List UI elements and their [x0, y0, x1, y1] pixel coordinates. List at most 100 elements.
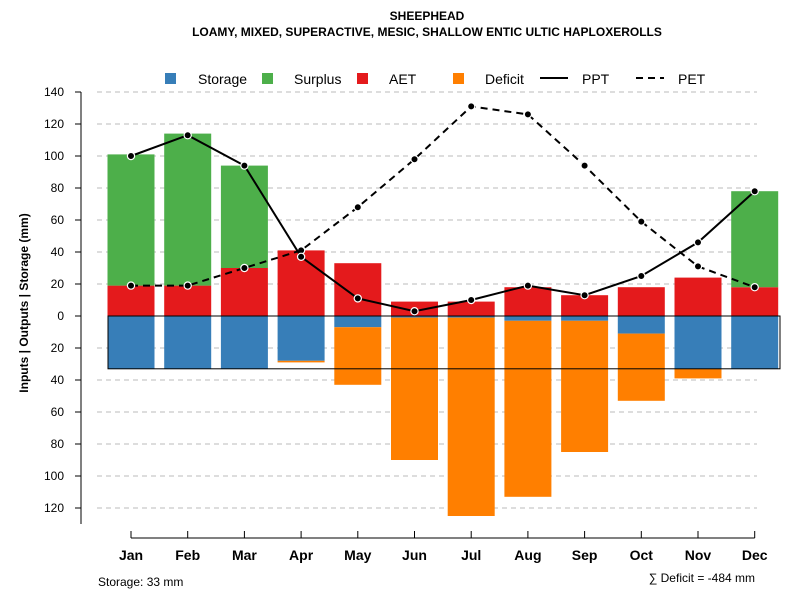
legend-storage-swatch [165, 73, 176, 84]
y-tick-label: 60 [51, 213, 65, 227]
deficit-bar-jun [391, 317, 438, 460]
ppt-point-mar [240, 161, 249, 170]
ppt-point-sep [580, 291, 589, 300]
surplus-bar-feb [164, 133, 212, 286]
deficit-bar-jul [447, 317, 495, 516]
ppt-point-may [353, 294, 362, 303]
legend-ppt-label: PPT [582, 71, 610, 87]
pet-point-sep [580, 161, 589, 170]
y-tick-label: 20 [51, 277, 65, 291]
x-tick-label-jan: Jan [119, 547, 143, 563]
legend: Storage Surplus AET Deficit PPT PET [165, 71, 706, 87]
y-tick-label: 20 [51, 341, 65, 355]
ppt-line [130, 134, 756, 313]
y-tick-label: 100 [44, 469, 64, 483]
legend-surplus-swatch [262, 73, 273, 84]
pet-point-oct [637, 217, 646, 226]
x-tick-label-nov: Nov [685, 547, 712, 563]
storage-bar-aug [504, 316, 552, 321]
legend-surplus-label: Surplus [294, 71, 341, 87]
pet-point-dec [750, 283, 759, 292]
storage-bar-feb [164, 316, 212, 369]
storage-note: Storage: 33 mm [98, 575, 183, 589]
y-tick-label: 120 [44, 501, 64, 515]
y-axis-title: Inputs | Outputs | Storage (mm) [17, 213, 31, 392]
aet-bar-feb [164, 285, 212, 316]
deficit-bar-sep [561, 320, 609, 452]
ppt-point-jul [467, 295, 476, 305]
ppt-point-jan [126, 151, 136, 161]
storage-bar-oct [617, 316, 665, 334]
aet-bar-mar [220, 268, 268, 316]
aet-bar-oct [617, 287, 665, 316]
x-tick-label-sep: Sep [572, 547, 598, 563]
aet-bar-aug [504, 287, 552, 316]
aet-bar-jul [447, 301, 495, 316]
storage-bar-dec [731, 316, 779, 369]
chart-subtitle: LOAMY, MIXED, SUPERACTIVE, MESIC, SHALLO… [192, 25, 662, 39]
y-tick-label: 80 [51, 437, 65, 451]
pet-point-mar [240, 263, 249, 273]
deficit-bar-aug [504, 320, 552, 497]
ppt-point-apr [296, 252, 306, 261]
ppt-point-dec [750, 186, 759, 196]
y-tick-label: 100 [44, 149, 64, 163]
legend-pet-label: PET [678, 71, 706, 87]
storage-bar-jan [107, 316, 155, 369]
ppt-point-nov [693, 238, 703, 247]
x-tick-label-apr: Apr [289, 547, 314, 563]
x-tick-label-jun: Jun [402, 547, 427, 563]
deficit-bar-apr [277, 360, 325, 363]
x-tick-label-jul: Jul [461, 547, 481, 563]
legend-deficit-swatch [453, 73, 464, 84]
surplus-bar-dec [731, 191, 779, 288]
chart-title: SHEEPHEAD [390, 9, 465, 23]
storage-capacity-box [107, 315, 781, 370]
storage-bar-apr [277, 316, 325, 361]
ppt-point-jun [410, 307, 419, 316]
storage-bar-nov [674, 316, 722, 369]
storage-bar-jul [447, 316, 495, 318]
legend-aet-label: AET [389, 71, 417, 87]
deficit-bar-oct [617, 333, 665, 401]
storage-bar-mar [220, 316, 268, 369]
aet-bar-dec [731, 287, 779, 316]
y-tick-label: 60 [51, 405, 65, 419]
x-tick-label-may: May [344, 547, 371, 563]
x-tick-label-mar: Mar [232, 547, 257, 563]
x-tick-label-dec: Dec [742, 547, 768, 563]
ppt-point-aug [523, 281, 533, 290]
y-tick-label: 120 [44, 117, 64, 131]
series-lines [126, 102, 759, 316]
pet-point-jan [126, 281, 136, 290]
x-tick-label-oct: Oct [630, 547, 654, 563]
ppt-point-feb [183, 130, 192, 140]
legend-deficit-label: Deficit [485, 71, 524, 87]
x-tick-label-aug: Aug [514, 547, 541, 563]
deficit-bar-nov [674, 368, 722, 379]
aet-bar-sep [561, 295, 609, 316]
pet-point-nov [693, 262, 703, 271]
surplus-bar-jan [107, 154, 155, 286]
aet-bar-may [334, 263, 382, 316]
storage-bar-sep [561, 316, 609, 321]
y-tick-label: 40 [51, 373, 65, 387]
pet-point-feb [183, 281, 192, 290]
y-tick-label: 40 [51, 245, 65, 259]
y-tick-label: 0 [57, 309, 64, 323]
pet-point-may [353, 202, 362, 212]
bars [107, 133, 779, 516]
y-tick-label: 80 [51, 181, 65, 195]
pet-point-aug [523, 110, 533, 119]
y-tick-label: 140 [44, 85, 64, 99]
legend-storage-label: Storage [198, 71, 247, 87]
aet-bar-jan [107, 285, 155, 316]
deficit-note: ∑ Deficit = -484 mm [649, 571, 755, 585]
storage-bar-jun [391, 316, 438, 318]
pet-point-jun [410, 154, 419, 164]
ppt-point-oct [637, 271, 646, 281]
surplus-bar-mar [220, 165, 268, 268]
legend-aet-swatch [357, 73, 368, 84]
storage-bar-may [334, 316, 382, 328]
